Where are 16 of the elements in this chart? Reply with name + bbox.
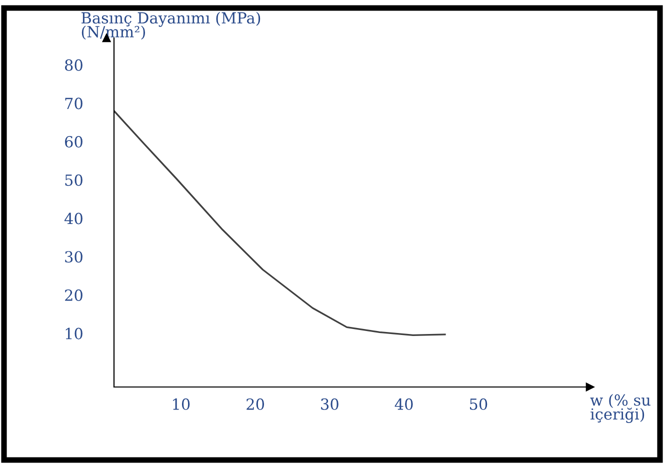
y-tick-label: 40 — [64, 212, 82, 224]
y-tick-label: 10 — [66, 328, 82, 340]
y-tick-label: 70 — [65, 98, 82, 110]
y-tick-label: 30 — [65, 251, 82, 263]
y-tick-label: 80 — [65, 59, 82, 71]
y-tick-label: 20 — [65, 289, 82, 301]
x-axis-title: w (% su içeriği) — [590, 394, 650, 423]
x-tick-label: 10 — [173, 398, 190, 410]
y-tick-label: 50 — [65, 174, 82, 186]
y-axis-title: Basınç Dayanımı (MPa) (N/mm²) — [82, 12, 260, 40]
line-series — [114, 110, 446, 336]
x-tick-label: 40 — [394, 398, 413, 410]
x-tick-label: 20 — [246, 398, 264, 410]
x-tick-label: 30 — [321, 398, 338, 410]
y-tick-label: 60 — [65, 136, 82, 148]
x-tick-label: 50 — [470, 398, 488, 410]
